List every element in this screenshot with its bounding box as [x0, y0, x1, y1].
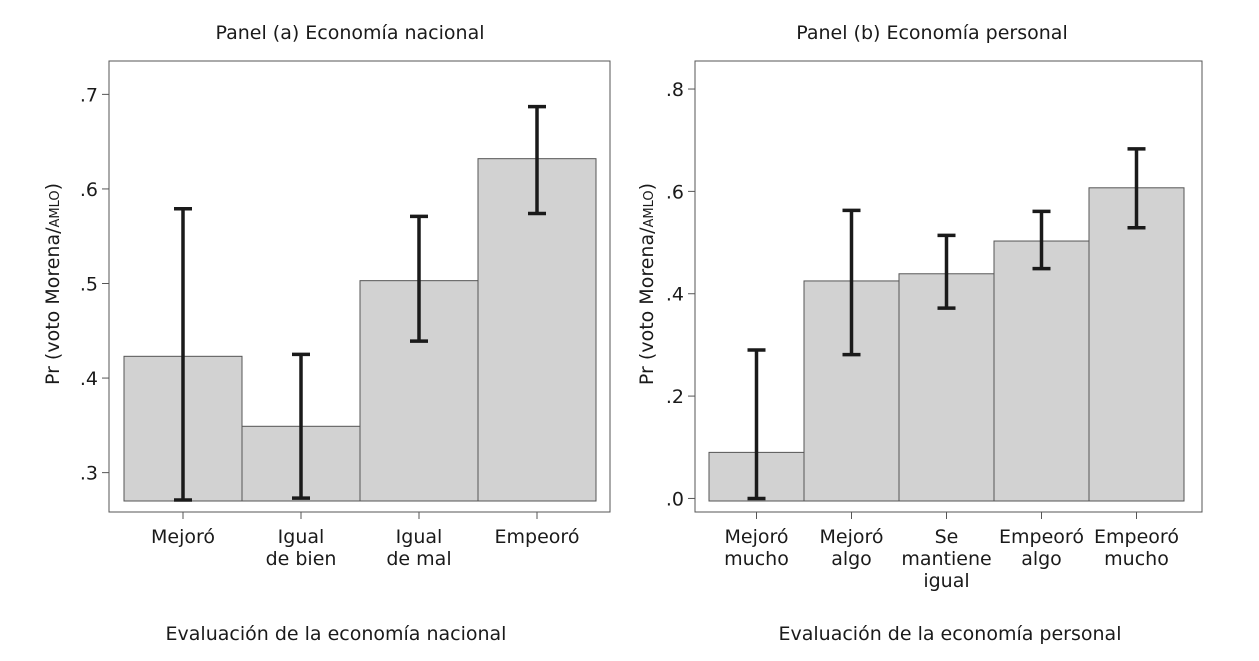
panel-a: Panel (a) Economía nacional .3 .4 .5 .6 .7 Pr … [42, 22, 611, 645]
y-tick-label: .0 [666, 488, 684, 510]
x-tick-label: Igual de bien [266, 526, 337, 570]
x-tick-label: Empeoró algo [999, 526, 1084, 570]
x-tick-label: Igual de mal [386, 526, 451, 570]
x-axis-label: Evaluación de la economía nacional [166, 623, 507, 645]
bar [1088, 187, 1185, 502]
x-tick-label: Se mantiene igual [901, 526, 991, 592]
x-axis-label: Evaluación de la economía personal [779, 623, 1122, 645]
y-tick-label: .8 [666, 79, 684, 101]
y-tick-label: .7 [80, 84, 98, 106]
bar [898, 273, 995, 502]
y-tick-label: .4 [80, 368, 98, 390]
y-tick-label: .2 [666, 386, 684, 408]
y-tick-label: .3 [80, 463, 98, 485]
x-tick-label: Mejoró mucho [724, 526, 789, 570]
panel-b: Panel (b) Economía personal .0 .2 .4 .6 .8 Pr … [636, 22, 1203, 645]
y-tick-label: .5 [80, 274, 98, 296]
y-tick-label: .6 [80, 179, 98, 201]
plot-frame [108, 60, 611, 513]
chart-title: Panel (a) Economía nacional [215, 22, 484, 44]
bar [477, 158, 597, 502]
y-tick-label: .4 [666, 284, 684, 306]
y-tick-label: .6 [666, 181, 684, 203]
y-axis-label: Pr (voto Morena/AMLO) [42, 183, 64, 385]
x-tick-label: Empeoró [495, 526, 580, 548]
y-axis-label: Pr (voto Morena/AMLO) [636, 183, 658, 385]
bar [993, 240, 1090, 502]
x-tick-label: Mejoró [151, 526, 215, 548]
plot-frame [694, 60, 1203, 513]
chart-title: Panel (b) Economía personal [796, 22, 1067, 44]
x-tick-label: Empeoró mucho [1094, 526, 1179, 570]
x-tick-label: Mejoró algo [819, 526, 883, 570]
